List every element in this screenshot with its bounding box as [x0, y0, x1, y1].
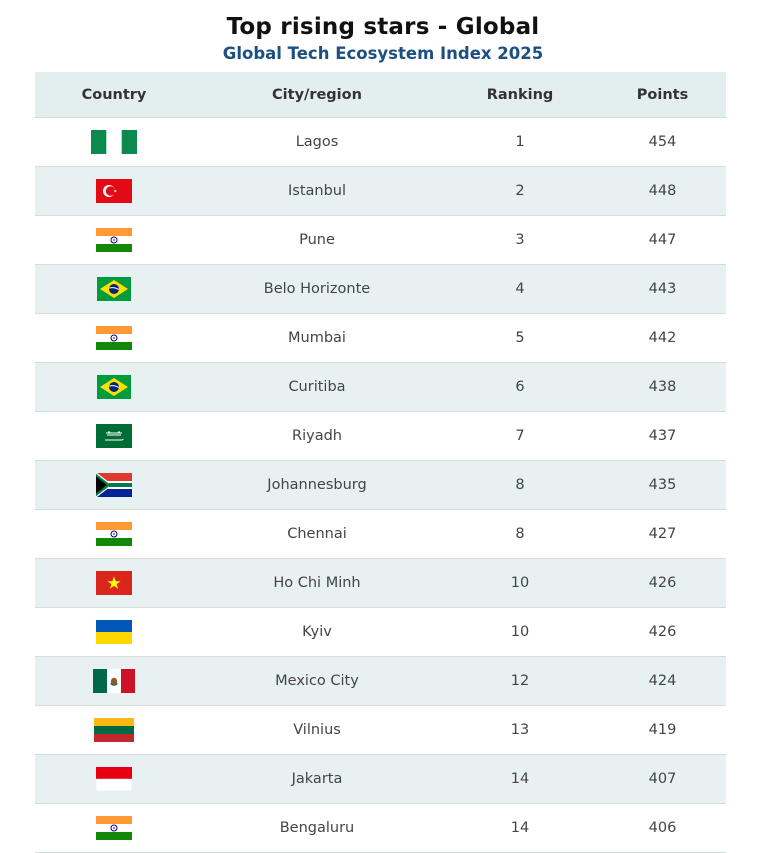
points-cell: 419	[599, 705, 726, 755]
ranking-cell: 10	[441, 558, 599, 608]
points-cell: 443	[599, 264, 726, 314]
country-cell	[35, 313, 193, 363]
ranking-cell: 4	[441, 264, 599, 314]
ranking-cell: 6	[441, 362, 599, 412]
points-cell: 454	[599, 117, 726, 167]
ukraine-flag	[96, 620, 132, 644]
column-header-ranking[interactable]: Ranking	[441, 72, 599, 118]
city-cell: Kyiv	[193, 607, 441, 657]
country-cell	[35, 754, 193, 804]
india-flag	[96, 326, 132, 350]
country-cell	[35, 509, 193, 559]
country-cell	[35, 166, 193, 216]
page-subtitle: Global Tech Ecosystem Index 2025	[222, 44, 544, 63]
city-cell: Curitiba	[193, 362, 441, 412]
points-cell: 442	[599, 313, 726, 363]
india-flag	[96, 228, 132, 252]
table-row: Lagos 1 454	[35, 117, 726, 167]
city-cell: Ho Chi Minh	[193, 558, 441, 608]
column-header-country[interactable]: Country	[35, 72, 193, 118]
table-row: Belo Horizonte 4 443	[35, 264, 726, 314]
ranking-cell: 7	[441, 411, 599, 461]
country-cell	[35, 460, 193, 510]
table-row: Mexico City 12 424	[35, 656, 726, 706]
india-flag	[96, 522, 132, 546]
city-cell: Bengaluru	[193, 803, 441, 853]
ranking-cell: 8	[441, 509, 599, 559]
table-row: Bengaluru 14 406	[35, 803, 726, 853]
ranking-cell: 13	[441, 705, 599, 755]
city-cell: Vilnius	[193, 705, 441, 755]
city-cell: Mumbai	[193, 313, 441, 363]
points-cell: 447	[599, 215, 726, 265]
country-cell	[35, 362, 193, 412]
ranking-cell: 14	[441, 754, 599, 804]
ranking-cell: 1	[441, 117, 599, 167]
table-row: Kyiv 10 426	[35, 607, 726, 657]
points-cell: 426	[599, 558, 726, 608]
table-row: Jakarta 14 407	[35, 754, 726, 804]
brazil-flag	[97, 375, 131, 399]
country-cell	[35, 803, 193, 853]
mexico-flag	[93, 669, 135, 693]
column-header-city[interactable]: City/region	[193, 72, 441, 118]
india-flag	[96, 816, 132, 840]
table-row: Pune 3 447	[35, 215, 726, 265]
brazil-flag	[97, 277, 131, 301]
country-cell	[35, 656, 193, 706]
ranking-table: Country City/region Ranking Points Lagos…	[35, 72, 726, 853]
ranking-cell: 5	[441, 313, 599, 363]
ranking-cell: 2	[441, 166, 599, 216]
table-row: Riyadh 7 437	[35, 411, 726, 461]
city-cell: Chennai	[193, 509, 441, 559]
table-row: Ho Chi Minh 10 426	[35, 558, 726, 608]
city-cell: Mexico City	[193, 656, 441, 706]
ranking-cell: 14	[441, 803, 599, 853]
saudi-arabia-flag	[96, 424, 132, 448]
points-cell: 426	[599, 607, 726, 657]
points-cell: 406	[599, 803, 726, 853]
city-cell: Riyadh	[193, 411, 441, 461]
turkey-flag	[96, 179, 132, 203]
ranking-cell: 8	[441, 460, 599, 510]
points-cell: 438	[599, 362, 726, 412]
table-row: Chennai 8 427	[35, 509, 726, 559]
page-title: Top rising stars - Global	[226, 14, 540, 40]
table-row: Mumbai 5 442	[35, 313, 726, 363]
points-cell: 437	[599, 411, 726, 461]
table-row: Johannesburg 8 435	[35, 460, 726, 510]
city-cell: Johannesburg	[193, 460, 441, 510]
indonesia-flag	[96, 767, 132, 791]
table-row: Istanbul 2 448	[35, 166, 726, 216]
table-body: Lagos 1 454 Istanbul 2 448 Pune 3 447 Belo Horizo…	[35, 117, 726, 853]
country-cell	[35, 215, 193, 265]
ranking-cell: 3	[441, 215, 599, 265]
city-cell: Pune	[193, 215, 441, 265]
points-cell: 427	[599, 509, 726, 559]
country-cell	[35, 264, 193, 314]
points-cell: 448	[599, 166, 726, 216]
ranking-cell: 10	[441, 607, 599, 657]
city-cell: Jakarta	[193, 754, 441, 804]
country-cell	[35, 558, 193, 608]
points-cell: 407	[599, 754, 726, 804]
nigeria-flag	[91, 130, 137, 154]
points-cell: 424	[599, 656, 726, 706]
table-header-row: Country City/region Ranking Points	[35, 72, 726, 118]
city-cell: Belo Horizonte	[193, 264, 441, 314]
table-row: Vilnius 13 419	[35, 705, 726, 755]
city-cell: Istanbul	[193, 166, 441, 216]
table-row: Curitiba 6 438	[35, 362, 726, 412]
ranking-cell: 12	[441, 656, 599, 706]
south-africa-flag	[96, 473, 132, 497]
country-cell	[35, 705, 193, 755]
column-header-points[interactable]: Points	[599, 72, 726, 118]
country-cell	[35, 607, 193, 657]
city-cell: Lagos	[193, 117, 441, 167]
lithuania-flag	[94, 718, 134, 742]
country-cell	[35, 117, 193, 167]
points-cell: 435	[599, 460, 726, 510]
vietnam-flag	[96, 571, 132, 595]
country-cell	[35, 411, 193, 461]
